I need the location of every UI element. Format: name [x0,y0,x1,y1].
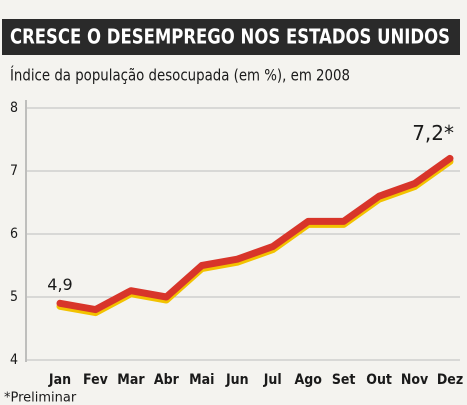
data-label: 7,2* [412,121,454,145]
chart-subtitle: Índice da população desocupada (em %), e… [10,66,350,85]
y-tick-label: 5 [10,289,18,305]
data-label: 4,9 [47,275,72,294]
title-bar [2,19,460,55]
y-tick-label: 8 [10,100,18,116]
x-tick-label: Abr [154,372,180,388]
footnote: *Preliminar [4,391,77,405]
y-tick-label: 7 [10,163,18,179]
x-tick-label: Jun [225,372,249,388]
x-tick-label: Dez [437,372,463,388]
x-tick-label: Mai [189,372,214,388]
x-tick-label: Ago [294,372,322,388]
x-tick-label: Set [332,372,356,388]
x-tick-label: Out [366,372,392,388]
x-tick-label: Fev [83,372,109,388]
line [56,154,454,314]
y-tick-label: 6 [10,226,18,242]
y-tick-label: 4 [10,352,18,368]
x-tick-label: Jul [263,372,282,388]
x-tick-label: Jan [48,372,71,388]
x-tick-label: Mar [117,372,145,388]
chart-title: CRESCE O DESEMPREGO NOS ESTADOS UNIDOS [10,25,450,49]
x-tick-label: Nov [401,372,429,388]
